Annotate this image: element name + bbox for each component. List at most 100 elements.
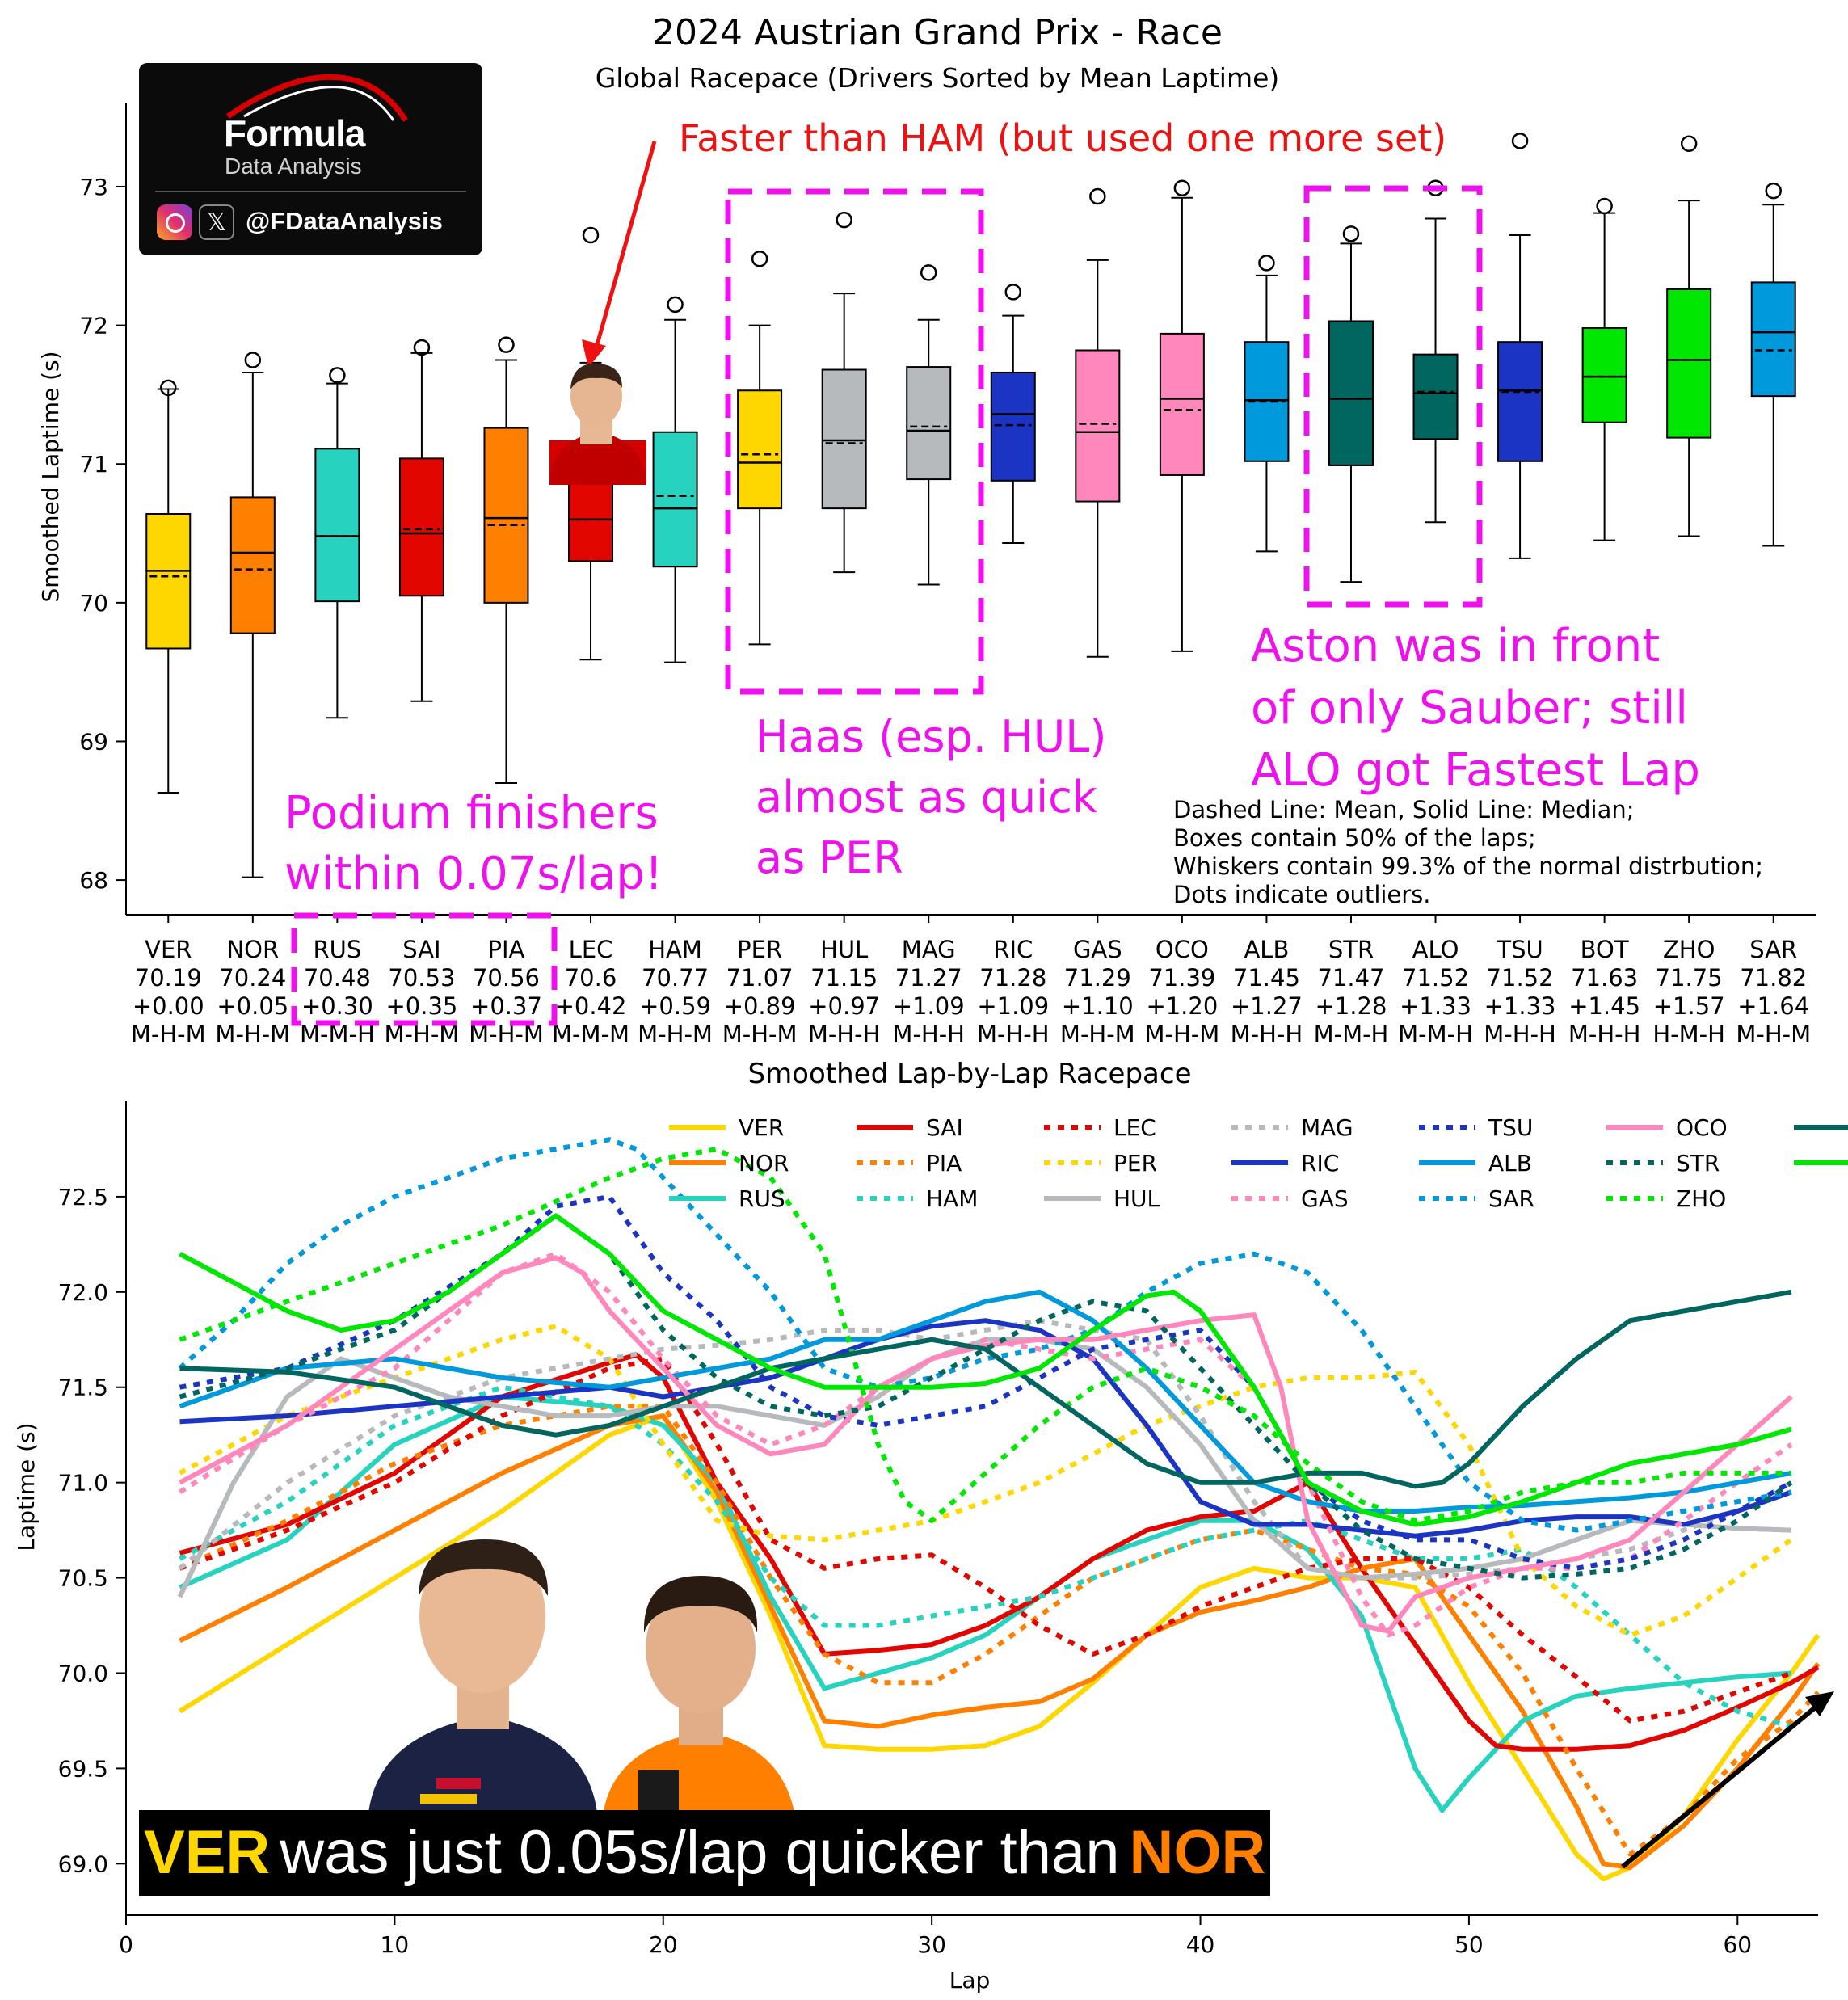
- iqr-box: [990, 371, 1036, 482]
- x-tick-driver: ALB: [1244, 936, 1289, 963]
- y-tick-label: 68: [79, 867, 108, 894]
- box-sar: [1750, 182, 1796, 547]
- outlier-point: [498, 336, 515, 353]
- x-tick-driver: GAS: [1073, 936, 1122, 963]
- box-sai: [398, 339, 444, 702]
- iqr-box: [652, 431, 698, 568]
- x-tick-gap: +1.28: [1315, 992, 1387, 1020]
- x-tick-driver: ZHO: [1663, 936, 1715, 963]
- outlier-point: [667, 296, 684, 314]
- x-tick-driver: NOR: [226, 936, 279, 963]
- trend-arrowhead: [1805, 1691, 1834, 1716]
- logo-subtitle: Data Analysis: [225, 154, 362, 179]
- x-tick-gap: +0.35: [385, 992, 457, 1020]
- x-tick-driver: SAR: [1749, 936, 1797, 963]
- haas-highlight-box: [725, 188, 984, 695]
- x-tick-gap: +0.97: [808, 992, 880, 1020]
- x-tick-tyres: M-H-H: [892, 1021, 965, 1048]
- legend-label-rus: RUS: [739, 1185, 785, 1212]
- iqr-box: [737, 389, 783, 510]
- x-tick-gap: +1.33: [1400, 992, 1471, 1020]
- trend-arrow: [1621, 1703, 1820, 1869]
- x-tick-mean: 71.07: [726, 964, 794, 992]
- line-chart: Smoothed Lap-by-Lap Racepace Lap Laptime…: [13, 1058, 1848, 1994]
- x-tick-label: 60: [1723, 1931, 1752, 1958]
- legend-note-1: Dashed Line: Mean, Solid Line: Median;: [1173, 796, 1635, 823]
- iqr-box: [483, 427, 529, 604]
- iqr-box: [1412, 353, 1459, 440]
- box-per: [737, 250, 783, 646]
- y-tick-label: 69: [79, 728, 108, 755]
- x-tick-gap: +0.59: [639, 992, 711, 1020]
- y-tick-label: 69.0: [58, 1851, 108, 1877]
- banner-text: was just 0.05s/lap quicker than: [275, 1810, 1125, 1896]
- x-tick-driver: PIA: [488, 936, 525, 963]
- x-tick-gap: +1.10: [1062, 992, 1134, 1020]
- iqr-box: [145, 513, 192, 650]
- legend-label-gas: GAS: [1301, 1185, 1349, 1212]
- x-tick-gap: +1.33: [1484, 992, 1556, 1020]
- legend-label-mag: MAG: [1301, 1114, 1353, 1141]
- x-tick-label: 30: [917, 1931, 946, 1958]
- x-tick-mean: 71.28: [979, 964, 1046, 992]
- x-tick-mean: 70.77: [642, 964, 709, 992]
- series-line-oco: [179, 1255, 1793, 1634]
- y-tick-label: 70.5: [58, 1565, 108, 1592]
- y-tick-label: 72.0: [58, 1279, 108, 1306]
- x-tick-tyres: H-M-H: [1652, 1021, 1725, 1048]
- iqr-box: [1075, 349, 1121, 503]
- iqr-box: [906, 366, 952, 481]
- x-tick-tyres: M-H-M: [215, 1021, 290, 1048]
- instagram-icon: [157, 204, 192, 240]
- series-line-pia: [179, 1404, 1821, 1857]
- series-line-alo: [179, 1289, 1792, 1489]
- box-alb: [1244, 255, 1290, 553]
- box-rus: [314, 367, 360, 719]
- iqr-box: [1497, 341, 1543, 462]
- x-icon: 𝕏: [199, 204, 234, 240]
- x-tick-tyres: M-M-H: [1314, 1021, 1389, 1048]
- formula-data-analysis-logo: Formula Data Analysis 𝕏 @FDataAnalysis: [139, 63, 482, 255]
- x-tick-tyres: M-H-H: [1231, 1021, 1303, 1048]
- legend-label-hul: HUL: [1113, 1185, 1160, 1212]
- x-tick-tyres: M-H-M: [1736, 1021, 1811, 1048]
- x-tick-mean: 71.29: [1064, 964, 1131, 992]
- y-tick-label: 71.5: [58, 1375, 108, 1401]
- outlier-point: [1004, 284, 1022, 301]
- x-tick-tyres: M-H-H: [808, 1021, 881, 1048]
- x-tick-gap: +0.42: [555, 992, 627, 1020]
- legend-label-per: PER: [1113, 1150, 1157, 1177]
- x-tick-gap: +1.57: [1653, 992, 1725, 1020]
- x-tick-driver: RUS: [313, 936, 361, 963]
- outlier-point: [1680, 135, 1698, 153]
- x-tick-mean: 71.15: [810, 964, 878, 992]
- legend-note-3: Whiskers contain 99.3% of the normal dis…: [1173, 853, 1763, 880]
- box-zho: [1666, 135, 1712, 537]
- outlier-point: [582, 226, 600, 244]
- y-tick-label: 71.0: [58, 1470, 108, 1497]
- line-x-axis-label: Lap: [949, 1967, 991, 1994]
- annotation-podium-line2: within 0.07s/lap!: [284, 848, 663, 900]
- y-tick-label: 71: [79, 451, 108, 478]
- x-tick-label: 50: [1454, 1931, 1484, 1958]
- x-tick-driver: SAI: [402, 936, 440, 963]
- x-tick-driver: MAG: [902, 936, 956, 963]
- banner-driver-ver: VER: [139, 1810, 276, 1896]
- iqr-box: [1750, 281, 1796, 398]
- y-tick-label: 69.5: [58, 1755, 108, 1782]
- x-tick-gap: +0.05: [217, 992, 288, 1020]
- legend-label-ric: RIC: [1301, 1150, 1339, 1177]
- box-str: [1328, 225, 1374, 583]
- box-pia: [483, 336, 529, 784]
- x-tick-label: 20: [649, 1931, 678, 1958]
- x-tick-driver: PER: [737, 936, 782, 963]
- box-ric: [990, 284, 1036, 545]
- x-tick-mean: 71.45: [1233, 964, 1300, 992]
- x-tick-gap: +1.27: [1231, 992, 1303, 1020]
- aston-highlight-box: [1303, 185, 1483, 608]
- series-line-mag: [178, 1318, 1793, 1581]
- chart-subtitle: Global Racepace (Drivers Sorted by Mean …: [596, 62, 1280, 94]
- x-tick-tyres: M-M-H: [1398, 1021, 1473, 1048]
- annotation-haas-line3: as PER: [756, 832, 903, 883]
- outlier-point: [1765, 182, 1782, 200]
